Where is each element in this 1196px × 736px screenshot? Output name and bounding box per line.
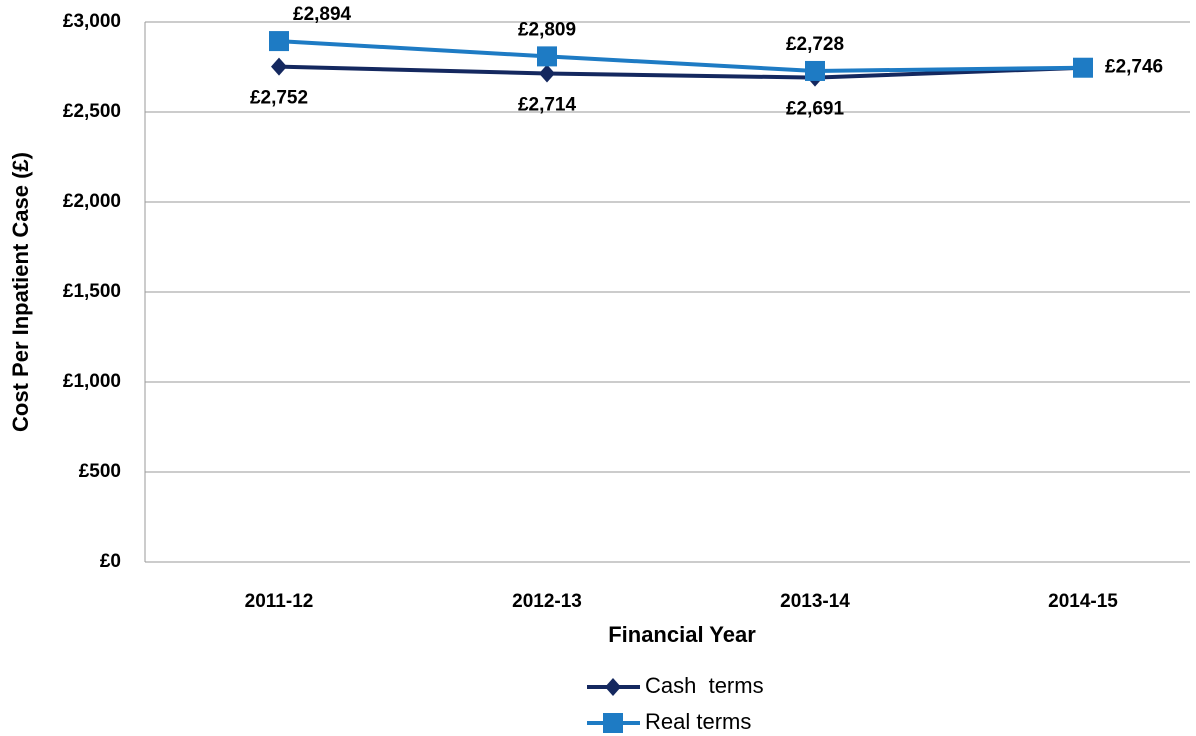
legend-label: Real terms	[645, 709, 751, 734]
y-tick-label: £3,000	[63, 11, 121, 32]
data-label: £2,746	[1105, 57, 1163, 78]
series-line	[278, 39, 1084, 73]
data-label: £2,894	[293, 4, 352, 25]
y-tick-label: £2,500	[63, 101, 121, 122]
y-tick-label: £1,500	[63, 281, 121, 302]
legend-marker	[603, 713, 623, 733]
y-tick-label: £500	[79, 461, 121, 482]
x-axis-title: Financial Year	[608, 622, 756, 647]
data-label: £2,809	[518, 19, 576, 40]
legend-marker	[605, 678, 621, 696]
x-tick-label: 2014-15	[1048, 591, 1118, 612]
y-tick-label: £1,000	[63, 371, 121, 392]
x-tick-label: 2011-12	[245, 591, 314, 612]
marker	[271, 57, 287, 76]
x-tick-label: 2012-13	[512, 591, 582, 612]
y-tick-label: £0	[100, 551, 121, 572]
marker	[537, 46, 557, 67]
data-label: £2,752	[250, 88, 308, 109]
series-line	[278, 64, 1084, 80]
marker	[805, 60, 825, 81]
x-tick-label: 2013-14	[780, 591, 850, 612]
marker	[1073, 57, 1093, 78]
y-tick-label: £2,000	[63, 191, 121, 212]
data-label: £2,728	[786, 34, 844, 55]
marker	[539, 64, 555, 83]
legend-label: Cash terms	[645, 673, 764, 698]
data-label: £2,691	[786, 99, 845, 120]
marker	[269, 31, 289, 52]
data-label: £2,714	[518, 94, 577, 115]
y-axis-title: Cost Per Inpatient Case (£)	[8, 152, 33, 432]
